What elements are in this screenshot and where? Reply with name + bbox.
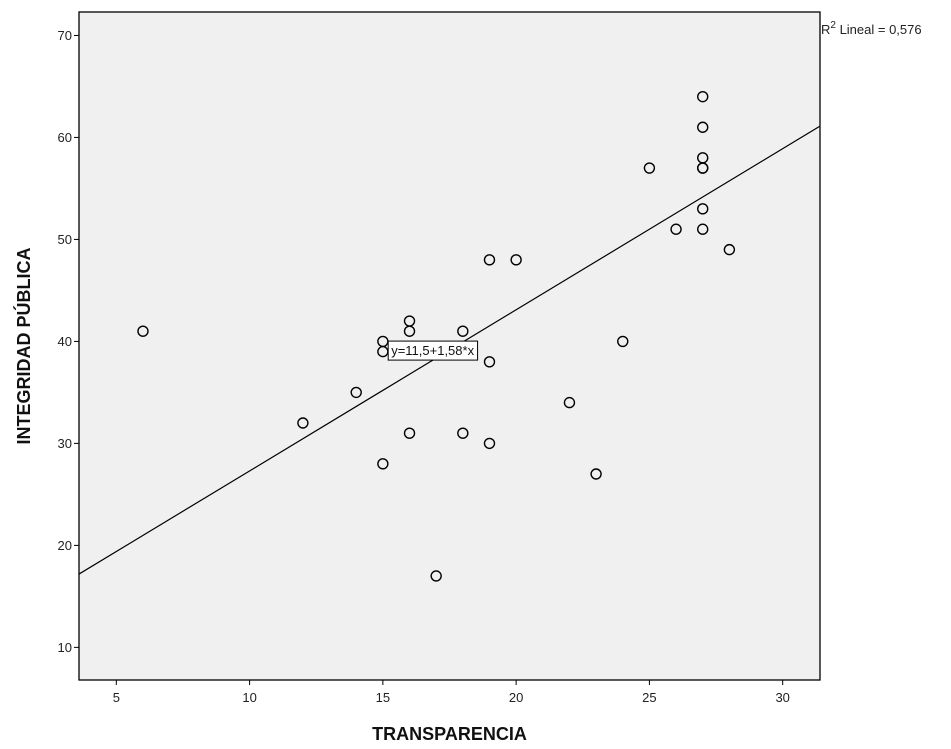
x-tick-label: 15 bbox=[376, 690, 390, 705]
data-point bbox=[510, 254, 522, 266]
data-point bbox=[590, 468, 602, 480]
data-point bbox=[643, 162, 656, 174]
y-axis: 10 20 30 40 50 60 70 bbox=[58, 28, 79, 655]
equation-label-frame bbox=[387, 340, 479, 361]
y-tick-label: 30 bbox=[58, 436, 72, 451]
data-point bbox=[483, 437, 496, 450]
data-point bbox=[563, 396, 576, 409]
y-tick-label: 70 bbox=[58, 28, 72, 43]
x-tick-label: 25 bbox=[642, 690, 656, 705]
y-tick-label: 40 bbox=[58, 334, 72, 349]
x-tick-label: 5 bbox=[113, 690, 120, 705]
r-squared-superscript: 2 bbox=[830, 20, 836, 31]
equation-label: y=11,5+1,58*x bbox=[391, 343, 474, 358]
data-point bbox=[723, 243, 736, 256]
x-tick-label: 10 bbox=[242, 690, 256, 705]
x-tick-label: 30 bbox=[775, 690, 789, 705]
y-axis-title: INTEGRIDAD PÚBLICA bbox=[13, 248, 34, 445]
data-point bbox=[137, 325, 149, 337]
data-point bbox=[697, 223, 709, 235]
data-point bbox=[457, 325, 469, 337]
equation-label-box: y=11,5+1,58*x bbox=[387, 340, 479, 361]
y-tick-label: 20 bbox=[58, 538, 72, 553]
r-squared-r: R bbox=[821, 22, 830, 37]
data-point bbox=[617, 335, 629, 348]
data-point bbox=[377, 458, 389, 470]
x-axis: 5 10 15 20 25 30 bbox=[113, 680, 790, 705]
data-point bbox=[457, 427, 469, 439]
data-point bbox=[697, 162, 709, 174]
data-point bbox=[483, 356, 496, 368]
x-axis-title: TRANSPARENCIA bbox=[372, 724, 527, 744]
r-squared-label: R2 Lineal = 0,576 bbox=[821, 20, 922, 37]
y-tick-label: 50 bbox=[58, 232, 72, 247]
data-point bbox=[670, 223, 682, 235]
data-point bbox=[403, 325, 416, 337]
data-point bbox=[697, 90, 709, 103]
data-point bbox=[403, 427, 416, 439]
data-point bbox=[483, 254, 496, 266]
data-point bbox=[697, 121, 709, 133]
data-point bbox=[430, 570, 442, 582]
y-tick-label: 60 bbox=[58, 130, 72, 145]
data-point bbox=[350, 386, 362, 399]
data-point bbox=[697, 203, 709, 215]
data-points bbox=[137, 90, 736, 582]
r-squared-value: Lineal = 0,576 bbox=[836, 22, 922, 37]
x-tick-label: 20 bbox=[509, 690, 523, 705]
data-point bbox=[297, 417, 309, 429]
y-tick-label: 10 bbox=[58, 640, 72, 655]
